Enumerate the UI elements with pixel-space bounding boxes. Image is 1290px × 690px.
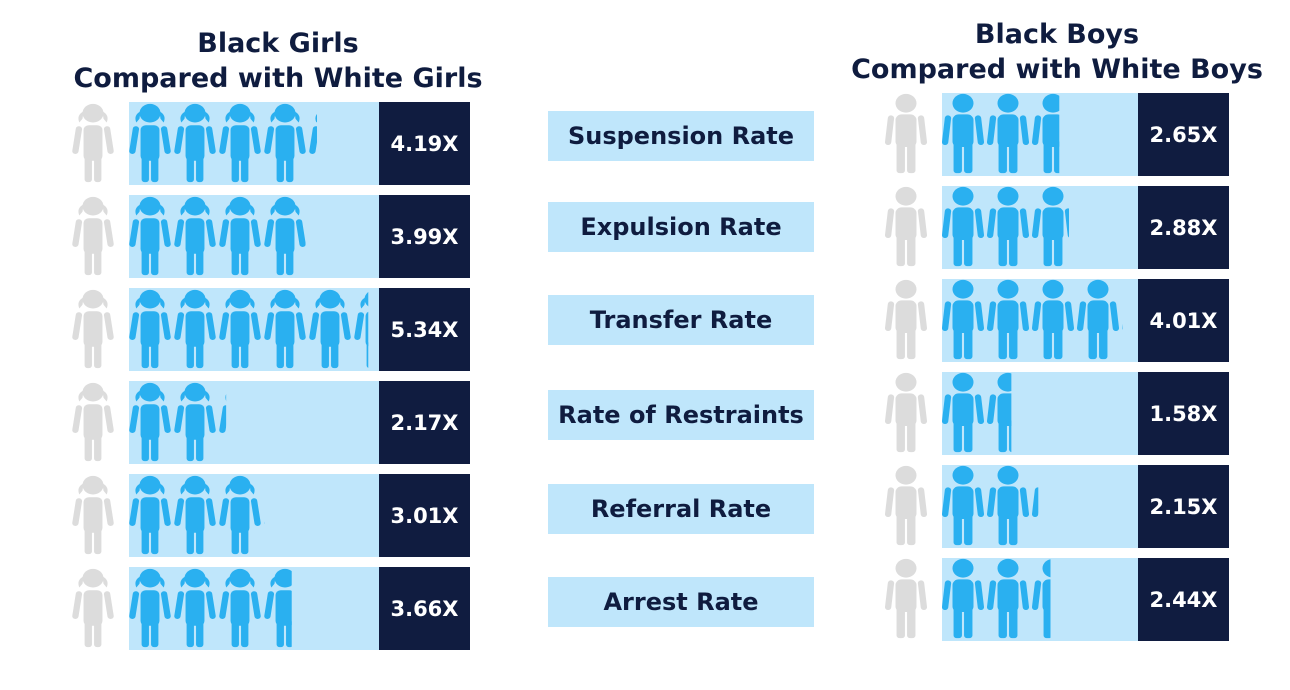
- black-student-girl-icon: [174, 568, 216, 648]
- black-student-boy-icon: [942, 372, 984, 453]
- black-student-girl-icon: [219, 289, 261, 369]
- category-label: Expulsion Rate: [548, 202, 814, 252]
- black-student-girl-icon: [219, 103, 261, 183]
- white-student-girl-icon: [72, 103, 114, 183]
- black-student-girl-icon: [219, 394, 227, 433]
- black-student-boy-icon: [1032, 279, 1074, 360]
- category-label: Suspension Rate: [548, 111, 814, 161]
- black-student-boy-icon: [942, 279, 984, 360]
- bar: 5.34X: [129, 288, 470, 371]
- black-student-boy-icon: [942, 465, 984, 546]
- bar: 3.99X: [129, 195, 470, 278]
- black-student-boy-icon: [987, 372, 1012, 453]
- white-student-girl-icon: [72, 568, 114, 648]
- black-student-boy-icon: [987, 186, 1029, 267]
- black-student-boy-icon: [987, 93, 1029, 174]
- value-label: 2.65X: [1138, 93, 1229, 176]
- black-student-girl-icon: [264, 498, 265, 526]
- black-student-girl-icon: [309, 289, 351, 369]
- white-student-boy-icon: [885, 279, 927, 360]
- white-student-girl-icon: [72, 475, 114, 555]
- black-student-girl-icon: [354, 292, 369, 368]
- black-student-girl-icon: [264, 103, 306, 183]
- black-student-girl-icon: [174, 103, 216, 183]
- black-student-girl-icon: [174, 289, 216, 369]
- white-student-boy-icon: [885, 93, 927, 174]
- white-student-girl-icon: [72, 382, 114, 462]
- bar: 4.19X: [129, 102, 470, 185]
- girls-chart-title: Black Girls Compared with White Girls: [73, 28, 483, 94]
- black-student-girl-icon: [174, 475, 216, 555]
- black-student-boy-icon: [1032, 186, 1069, 267]
- black-student-boy-icon: [987, 279, 1029, 360]
- value-label: 5.34X: [379, 288, 470, 371]
- value-label: 2.88X: [1138, 186, 1229, 269]
- white-student-boy-icon: [885, 372, 927, 453]
- black-student-girl-icon: [264, 568, 292, 648]
- bar: 2.44X: [942, 558, 1229, 641]
- black-student-boy-icon: [942, 558, 984, 639]
- black-student-boy-icon: [1077, 279, 1119, 360]
- black-student-girl-icon: [129, 475, 171, 555]
- white-student-boy-icon: [885, 558, 927, 639]
- bar: 4.01X: [942, 279, 1229, 362]
- value-label: 3.99X: [379, 195, 470, 278]
- bar: 2.15X: [942, 465, 1229, 548]
- white-student-boy-icon: [885, 186, 927, 267]
- black-student-boy-icon: [1032, 93, 1060, 174]
- black-student-girl-icon: [219, 475, 261, 555]
- value-label: 2.44X: [1138, 558, 1229, 641]
- black-student-girl-icon: [264, 196, 306, 276]
- category-label: Transfer Rate: [548, 295, 814, 345]
- bar: 2.88X: [942, 186, 1229, 269]
- value-label: 3.01X: [379, 474, 470, 557]
- bar: 3.66X: [129, 567, 470, 650]
- black-student-girl-icon: [129, 568, 171, 648]
- black-student-girl-icon: [129, 196, 171, 276]
- black-student-girl-icon: [129, 382, 171, 462]
- black-student-girl-icon: [264, 289, 306, 369]
- black-student-boy-icon: [1032, 487, 1039, 518]
- black-student-boy-icon: [987, 558, 1029, 639]
- bar: 1.58X: [942, 372, 1229, 455]
- value-label: 2.15X: [1138, 465, 1229, 548]
- category-label: Rate of Restraints: [548, 390, 814, 440]
- bar: 2.17X: [129, 381, 470, 464]
- black-student-boy-icon: [942, 93, 984, 174]
- black-student-boy-icon: [1032, 559, 1051, 639]
- bar: 3.01X: [129, 474, 470, 557]
- black-student-boy-icon: [987, 465, 1029, 546]
- black-student-girl-icon: [219, 196, 261, 276]
- black-student-girl-icon: [129, 289, 171, 369]
- black-student-girl-icon: [174, 382, 216, 462]
- white-student-girl-icon: [72, 196, 114, 276]
- value-label: 1.58X: [1138, 372, 1229, 455]
- white-student-girl-icon: [72, 289, 114, 369]
- value-label: 4.01X: [1138, 279, 1229, 362]
- bar: 2.65X: [942, 93, 1229, 176]
- value-label: 2.17X: [379, 381, 470, 464]
- value-label: 4.19X: [379, 102, 470, 185]
- black-student-girl-icon: [174, 196, 216, 276]
- white-student-boy-icon: [885, 465, 927, 546]
- category-label: Referral Rate: [548, 484, 814, 534]
- category-label: Arrest Rate: [548, 577, 814, 627]
- boys-chart-title: Black Boys Compared with White Boys: [851, 19, 1263, 85]
- black-student-girl-icon: [129, 103, 171, 183]
- black-student-girl-icon: [219, 568, 261, 648]
- black-student-boy-icon: [942, 186, 984, 267]
- black-student-girl-icon: [309, 114, 317, 154]
- value-label: 3.66X: [379, 567, 470, 650]
